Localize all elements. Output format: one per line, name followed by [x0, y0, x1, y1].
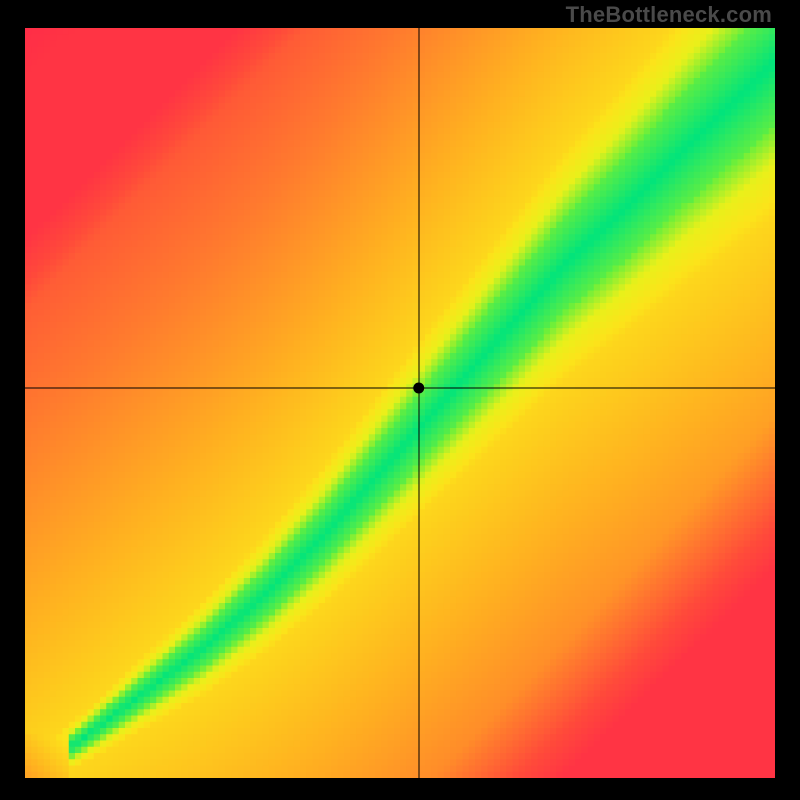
marker-point — [413, 383, 424, 394]
chart-container: { "watermark": { "text": "TheBottleneck.… — [0, 0, 800, 800]
heatmap-cells — [25, 28, 775, 778]
bottleneck-heatmap — [25, 28, 775, 778]
watermark-text: TheBottleneck.com — [566, 2, 772, 28]
